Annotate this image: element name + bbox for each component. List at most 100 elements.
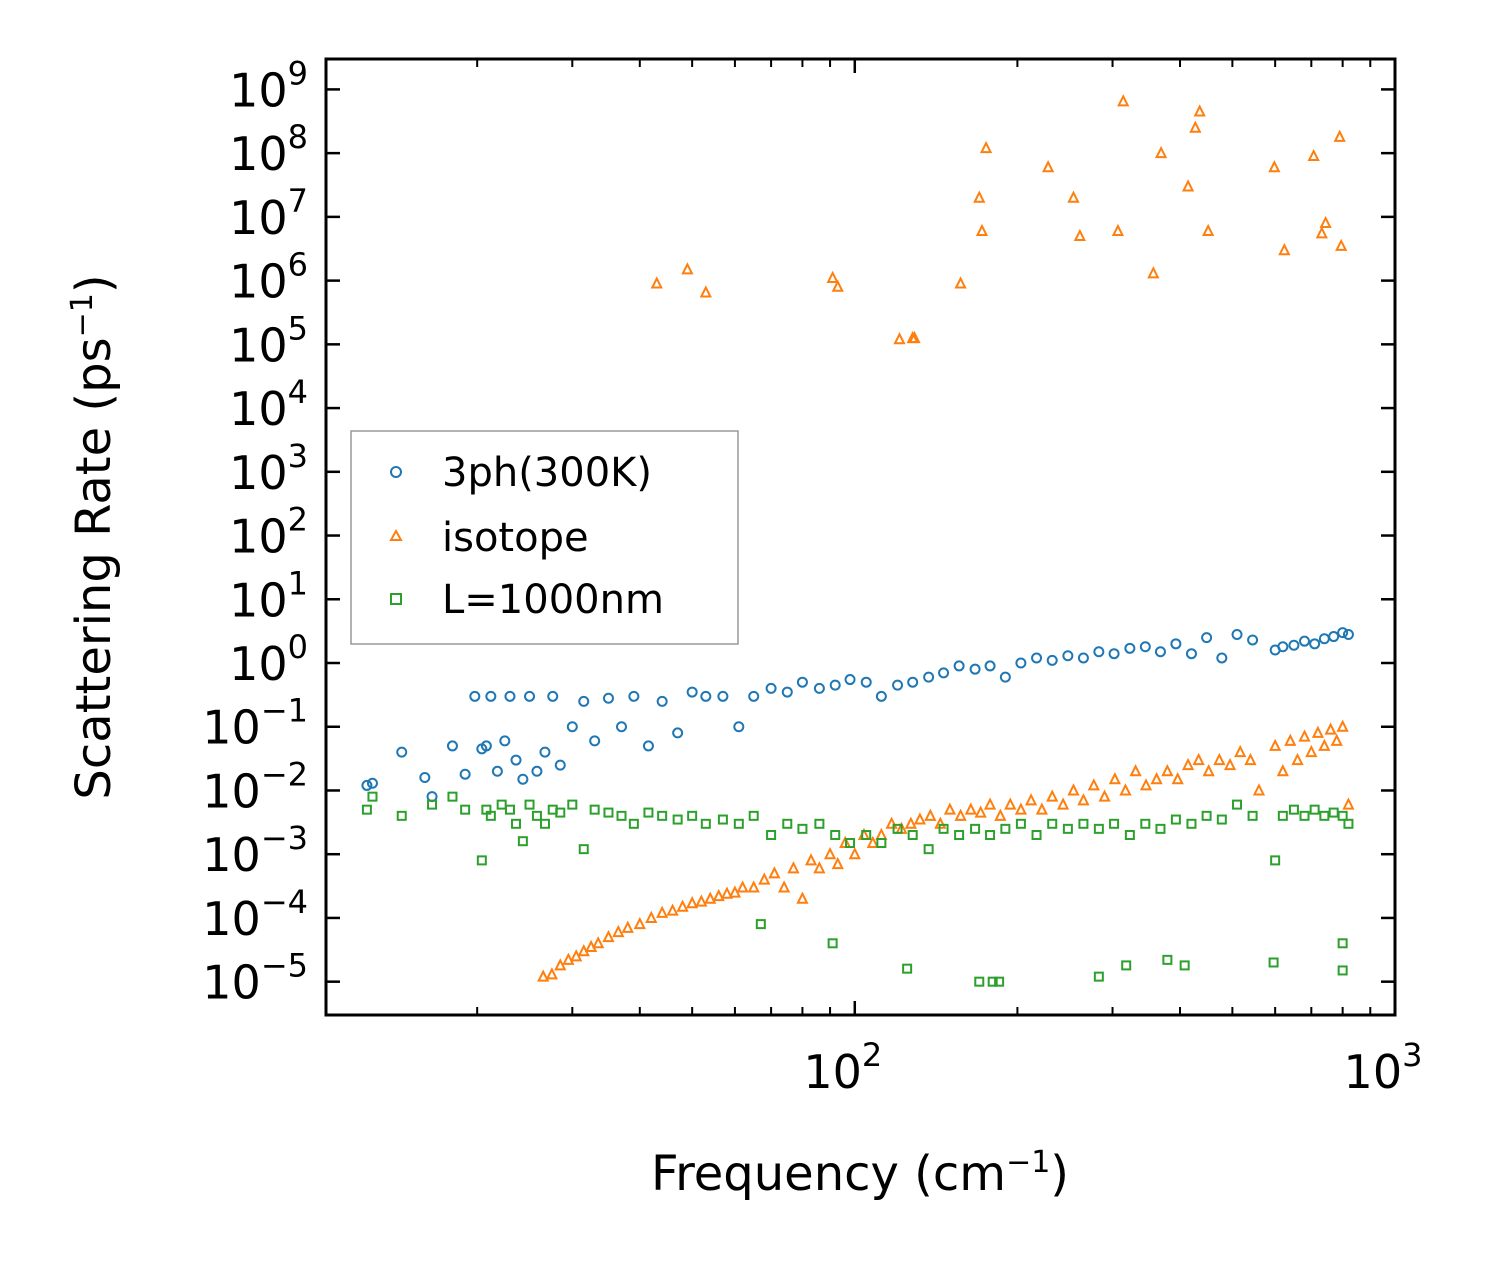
x-tick-label-0: 102 — [803, 1036, 882, 1099]
data-point-1-47 — [974, 805, 987, 818]
data-point-0-54 — [1062, 650, 1074, 662]
legend-label-3ph: 3ph(300K) — [442, 450, 652, 496]
series-2 — [361, 791, 1354, 987]
data-point-1-95 — [954, 276, 967, 289]
data-point-1-97 — [975, 223, 989, 237]
data-point-0-60 — [1154, 646, 1166, 658]
data-point-0-30 — [686, 686, 698, 698]
data-point-1-77 — [1284, 733, 1297, 746]
data-point-1-2 — [554, 958, 567, 971]
data-point-1-18 — [704, 891, 717, 904]
legend-marker-isotope — [389, 528, 403, 541]
data-point-1-100 — [1067, 190, 1080, 203]
data-point-1-106 — [1181, 179, 1195, 192]
data-point-2-42 — [923, 844, 934, 855]
x-axis-title: Frequency (cm−1) — [651, 1145, 1069, 1202]
data-point-2-15 — [539, 818, 550, 829]
data-point-0-64 — [1216, 652, 1228, 664]
data-point-1-68 — [1192, 752, 1205, 766]
data-point-2-45 — [970, 823, 981, 834]
data-point-2-40 — [892, 823, 903, 834]
data-point-1-66 — [1171, 772, 1184, 785]
data-point-1-12 — [645, 910, 658, 923]
data-point-2-28 — [700, 818, 711, 829]
data-point-2-71 — [1337, 810, 1348, 821]
data-point-2-3 — [427, 799, 438, 810]
legend: 3ph(300K) isotope L=1000nm — [350, 430, 739, 645]
data-point-2-66 — [1288, 804, 1299, 815]
data-point-0-50 — [999, 671, 1011, 683]
data-point-1-49 — [994, 808, 1007, 821]
data-point-2-53 — [1093, 823, 1104, 834]
data-point-0-71 — [1309, 638, 1321, 650]
data-point-0-32 — [717, 690, 729, 702]
y-tick-label-10: 105 — [229, 309, 308, 372]
data-point-2-82 — [1179, 960, 1190, 971]
data-point-2-21 — [603, 807, 614, 818]
data-point-1-54 — [1046, 789, 1059, 802]
data-point-2-27 — [687, 810, 698, 821]
data-point-1-15 — [676, 899, 689, 912]
y-tick-label-2: 10−3 — [202, 819, 308, 882]
data-point-1-91 — [831, 279, 844, 292]
data-point-0-20 — [554, 759, 566, 771]
data-point-0-70 — [1299, 635, 1311, 647]
data-point-1-45 — [954, 808, 967, 821]
y-tick-label-7: 102 — [229, 501, 308, 564]
data-point-1-74 — [1252, 783, 1266, 796]
data-point-0-7 — [469, 690, 481, 702]
data-point-0-68 — [1277, 641, 1289, 653]
data-point-1-82 — [1318, 738, 1331, 751]
data-point-0-45 — [923, 671, 935, 683]
data-point-2-20 — [589, 804, 600, 815]
legend-marker-boundary — [390, 593, 402, 605]
series-0 — [361, 627, 1354, 803]
data-point-0-25 — [616, 721, 628, 733]
y-tick-label-11: 106 — [229, 246, 308, 309]
data-point-1-111 — [1278, 242, 1291, 256]
data-point-1-32 — [831, 856, 844, 870]
data-point-1-84 — [1330, 733, 1343, 746]
data-point-1-69 — [1202, 764, 1215, 777]
data-point-2-85 — [1337, 965, 1348, 976]
data-point-2-34 — [797, 823, 808, 834]
data-point-1-25 — [768, 866, 781, 879]
data-point-1-114 — [1319, 215, 1332, 229]
data-point-1-11 — [633, 916, 646, 930]
data-point-1-16 — [686, 896, 699, 909]
data-point-0-34 — [748, 690, 760, 702]
data-point-2-51 — [1062, 823, 1073, 834]
y-axis-title: Scattering Rate (ps−1) — [65, 274, 122, 799]
data-point-0-41 — [860, 676, 872, 688]
data-point-2-22 — [616, 810, 627, 821]
data-point-0-66 — [1247, 634, 1259, 646]
data-point-0-16 — [524, 690, 536, 702]
data-point-2-41 — [907, 830, 918, 841]
data-point-1-41 — [913, 812, 927, 825]
data-point-1-65 — [1161, 764, 1174, 777]
data-point-1-55 — [1056, 797, 1070, 810]
y-tick-label-6: 101 — [229, 564, 308, 627]
data-point-2-49 — [1031, 830, 1042, 841]
data-point-2-48 — [1015, 818, 1026, 829]
data-point-1-58 — [1087, 778, 1100, 791]
data-point-2-83 — [1268, 957, 1279, 968]
data-point-2-23 — [628, 818, 639, 829]
data-point-1-56 — [1067, 783, 1080, 796]
y-tick-label-0: 10−5 — [202, 947, 308, 1010]
data-point-0-55 — [1077, 652, 1089, 664]
data-point-1-42 — [924, 808, 937, 821]
data-point-0-75 — [1342, 629, 1354, 641]
data-point-1-50 — [1004, 797, 1017, 810]
data-point-0-6 — [459, 768, 471, 780]
legend-box — [350, 430, 739, 645]
data-point-2-54 — [1109, 818, 1120, 829]
data-point-0-58 — [1124, 642, 1136, 654]
data-point-1-57 — [1077, 793, 1090, 806]
data-point-2-77 — [987, 976, 998, 987]
data-point-2-37 — [845, 837, 856, 848]
data-point-0-51 — [1015, 657, 1027, 669]
data-point-1-64 — [1150, 772, 1163, 785]
data-point-0-57 — [1108, 648, 1120, 660]
data-point-2-36 — [830, 830, 841, 841]
